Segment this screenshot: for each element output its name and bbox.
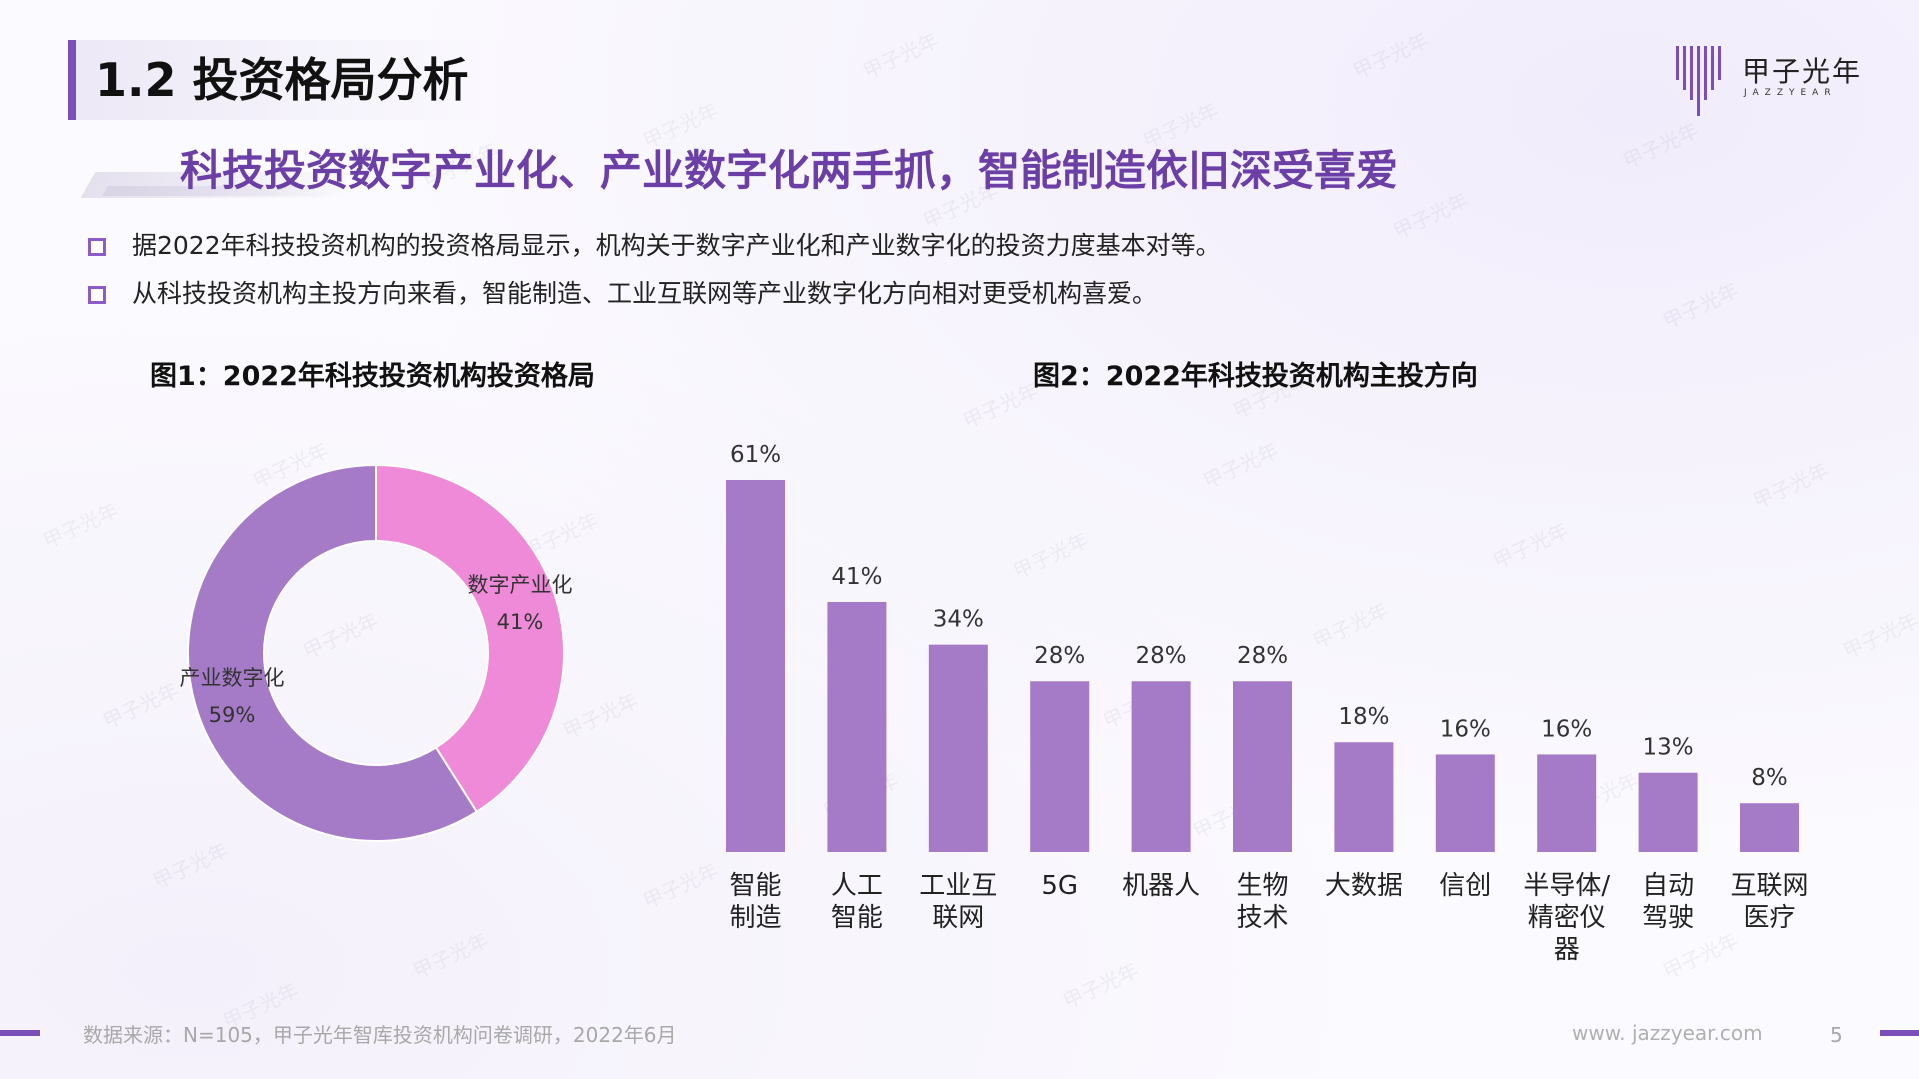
- bar-value-label: 41%: [831, 564, 882, 590]
- category-label: 信创: [1439, 871, 1491, 901]
- jazzyear-logo-icon: [1676, 46, 1721, 116]
- category-label: 智能: [729, 871, 781, 901]
- category-label: 器: [1554, 935, 1580, 965]
- logo-name-en: JAZZYEAR: [1744, 88, 1837, 98]
- category-label: 5G: [1041, 871, 1078, 901]
- category-label: 制造: [729, 903, 781, 933]
- page-title: 1.2 投资格局分析: [95, 53, 469, 107]
- title-accent-bar: [68, 40, 76, 120]
- bar-value-label: 28%: [1034, 643, 1085, 669]
- bar-value-label: 16%: [1541, 716, 1592, 742]
- bar: [928, 644, 988, 852]
- bar: [1638, 772, 1698, 852]
- category-label: 生物: [1236, 871, 1288, 901]
- data-source-note: 数据来源：N=105，甲子光年智库投资机构问卷调研，2022年6月: [83, 1023, 677, 1047]
- bar: [1131, 681, 1191, 852]
- category-label: 互联网: [1730, 871, 1808, 901]
- category-label: 联网: [932, 903, 984, 933]
- footer-url: www. jazzyear.com: [1572, 1021, 1763, 1045]
- slice-label: 数字产业化: [468, 573, 573, 597]
- category-label: 人工: [831, 871, 883, 901]
- bar-value-label: 28%: [1136, 643, 1187, 669]
- bullet-item: 据2022年科技投资机构的投资格局显示，机构关于数字产业化和产业数字化的投资力度…: [88, 228, 1588, 264]
- bullet-text: 据2022年科技投资机构的投资格局显示，机构关于数字产业化和产业数字化的投资力度…: [132, 231, 1221, 260]
- slice-value-label: 41%: [497, 610, 544, 634]
- bar-value-label: 8%: [1751, 765, 1788, 791]
- category-label: 精密仪: [1528, 903, 1606, 933]
- category-label: 驾驶: [1642, 903, 1694, 933]
- figure-2-title: 图2：2022年科技投资机构主投方向: [1033, 361, 1478, 392]
- bar-chart: 61%智能制造41%人工智能34%工业互联网28%5G28%机器人28%生物技术…: [726, 442, 1809, 965]
- bar-value-label: 13%: [1643, 735, 1694, 761]
- bar-value-label: 16%: [1440, 716, 1491, 742]
- bar: [1435, 754, 1495, 852]
- bar: [1334, 742, 1394, 852]
- bar: [1233, 681, 1292, 852]
- bar: [1030, 681, 1090, 852]
- figure-1-title: 图1：2022年科技投资机构投资格局: [150, 361, 595, 392]
- title-band: [68, 40, 488, 120]
- bar-value-label: 34%: [933, 607, 984, 633]
- bar: [827, 601, 887, 852]
- donut-slice: [375, 463, 565, 814]
- donut-slice: [187, 463, 479, 842]
- square-bullet-icon: [88, 286, 106, 304]
- category-label: 机器人: [1122, 871, 1200, 901]
- bullet-item: 从科技投资机构主投方向来看，智能制造、工业互联网等产业数字化方向相对更受机构喜爱…: [88, 276, 1588, 312]
- bar: [1740, 803, 1799, 852]
- footer-accent-line: [0, 1030, 40, 1036]
- category-label: 医疗: [1743, 903, 1795, 933]
- category-label: 自动: [1642, 871, 1694, 901]
- square-bullet-icon: [88, 238, 106, 256]
- category-label: 智能: [831, 903, 883, 933]
- slice-label: 产业数字化: [180, 666, 285, 690]
- bar: [1537, 754, 1597, 852]
- page-subtitle: 科技投资数字产业化、产业数字化两手抓，智能制造依旧深受喜爱: [180, 146, 1399, 195]
- bar-value-label: 61%: [730, 442, 781, 468]
- logo-name-cn: 甲子光年: [1742, 55, 1863, 88]
- bar-value-label: 28%: [1237, 643, 1288, 669]
- category-label: 技术: [1236, 903, 1288, 933]
- category-label: 工业互: [919, 871, 997, 901]
- bar-value-label: 18%: [1338, 704, 1389, 730]
- bar: [726, 480, 785, 852]
- category-label: 大数据: [1325, 871, 1403, 901]
- footer-accent-line: [1880, 1030, 1919, 1036]
- category-label: 半导体/: [1523, 871, 1610, 901]
- slice-value-label: 59%: [209, 703, 256, 727]
- page-number: 5: [1830, 1023, 1843, 1047]
- bullet-text: 从科技投资机构主投方向来看，智能制造、工业互联网等产业数字化方向相对更受机构喜爱…: [132, 279, 1158, 308]
- donut-chart: 数字产业化 41% 产业数字化 59%: [180, 463, 573, 842]
